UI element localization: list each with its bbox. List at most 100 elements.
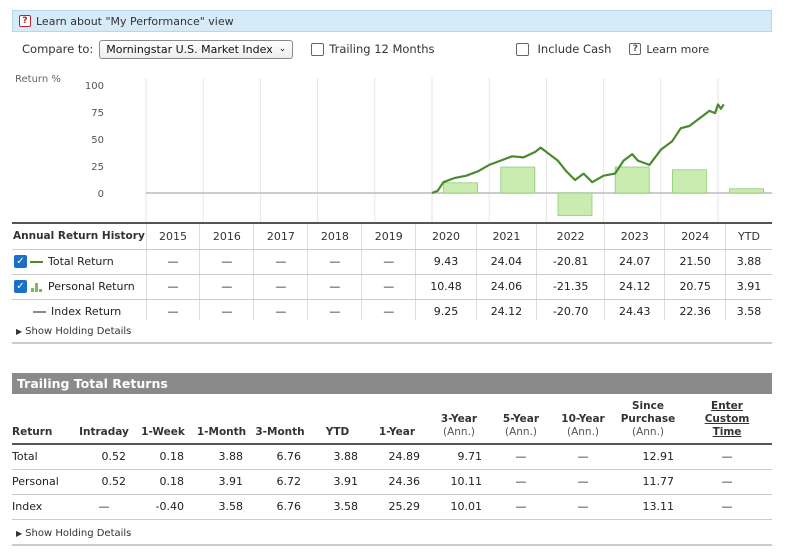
col-1-month: 1-Month bbox=[196, 426, 247, 438]
include-cash-option[interactable]: Include Cash bbox=[515, 42, 611, 56]
year-header: 2019 bbox=[361, 224, 416, 250]
trailing-cell: 3.91 bbox=[309, 469, 366, 495]
trailing-cell: 3.91 bbox=[192, 469, 251, 495]
trailing-row-label: Index bbox=[12, 494, 74, 520]
trailing-cell: — bbox=[552, 469, 614, 495]
col-1-year: 1-Year bbox=[378, 426, 416, 438]
trailing-cell: 9.71 bbox=[428, 444, 490, 470]
year-header: 2024 bbox=[664, 224, 726, 250]
annual-cell: 24.12 bbox=[604, 274, 665, 300]
annual-cell: 20.75 bbox=[664, 274, 726, 300]
year-header: 2017 bbox=[253, 224, 308, 250]
trailing-header-row: Return Intraday 1-Week 1-Month 3-Month Y… bbox=[12, 400, 772, 444]
annual-return-bar bbox=[672, 169, 707, 194]
enter-custom-time-link[interactable]: Enter Custom Time bbox=[704, 400, 750, 438]
trailing-cell: — bbox=[682, 469, 772, 495]
trailing-returns-header: Trailing Total Returns bbox=[12, 373, 772, 394]
trailing-cell: 0.52 bbox=[74, 444, 134, 470]
learn-more-link[interactable]: ? Learn more bbox=[629, 43, 709, 56]
cumulative-return-line bbox=[431, 103, 725, 195]
chevron-down-icon: ⌄ bbox=[278, 44, 287, 54]
col-1-week: 1-Week bbox=[141, 426, 185, 438]
learn-more-text: Learn more bbox=[646, 42, 710, 56]
trailing-12-months-option[interactable]: Trailing 12 Months bbox=[311, 42, 435, 56]
total-return-checkbox[interactable]: ✓ bbox=[14, 255, 27, 269]
trailing-cell: — bbox=[74, 494, 134, 520]
year-header: 2016 bbox=[199, 224, 254, 250]
year-header: 2020 bbox=[415, 224, 477, 250]
show-holding-details-toggle[interactable]: ▶ Show Holding Details bbox=[12, 320, 772, 344]
annual-cell: 24.07 bbox=[604, 249, 665, 275]
triangle-right-icon: ▶ bbox=[16, 528, 23, 538]
compare-select[interactable]: Morningstar U.S. Market Index ⌄ bbox=[99, 39, 294, 59]
trailing-cell: 12.91 bbox=[614, 444, 682, 470]
annual-cell: — bbox=[253, 249, 308, 275]
col-10-year: 10-Year (Ann.) bbox=[561, 413, 605, 438]
trailing-cell: 3.58 bbox=[192, 494, 251, 520]
index-return-label: Index Return bbox=[51, 305, 122, 318]
annual-cell: — bbox=[199, 274, 254, 300]
trailing-cell: — bbox=[552, 494, 614, 520]
learn-about-link[interactable]: Learn about "My Performance" view bbox=[36, 14, 234, 28]
trailing-row-label: Total bbox=[12, 444, 74, 470]
annual-return-bar bbox=[729, 188, 764, 194]
y-tick-label: 25 bbox=[91, 162, 104, 173]
year-header: 2023 bbox=[604, 224, 665, 250]
trailing-cell: 3.88 bbox=[192, 444, 251, 470]
trailing-cell: 11.77 bbox=[614, 469, 682, 495]
y-tick-label: 100 bbox=[85, 81, 104, 92]
annual-cell: — bbox=[199, 249, 254, 275]
performance-chart: 100 75 50 25 0 bbox=[85, 78, 772, 222]
trailing-12-months-checkbox[interactable] bbox=[311, 42, 325, 56]
line-legend-icon bbox=[33, 311, 46, 313]
triangle-right-icon: ▶ bbox=[16, 326, 23, 336]
year-header: 2018 bbox=[307, 224, 362, 250]
include-cash-checkbox[interactable] bbox=[515, 42, 529, 56]
trailing-cell: 24.89 bbox=[366, 444, 428, 470]
col-3-year: 3-Year (Ann.) bbox=[440, 413, 478, 438]
trailing-cell: 0.18 bbox=[134, 444, 192, 470]
trailing-cell: 24.36 bbox=[366, 469, 428, 495]
col-3-month: 3-Month bbox=[255, 426, 305, 438]
trailing-row-label: Personal bbox=[12, 469, 74, 495]
trailing-cell: 13.11 bbox=[614, 494, 682, 520]
trailing-cell: 6.72 bbox=[251, 469, 309, 495]
annual-return-history-heading: Annual Return History bbox=[12, 224, 146, 250]
trailing-12-months-label: Trailing 12 Months bbox=[329, 42, 435, 56]
trailing-cell: — bbox=[552, 444, 614, 470]
learn-about-banner[interactable]: ? Learn about "My Performance" view bbox=[12, 10, 772, 32]
annual-return-bar bbox=[614, 166, 650, 194]
annual-cell: -20.81 bbox=[536, 249, 605, 275]
y-axis-title: Return % bbox=[15, 74, 61, 85]
annual-cell: 24.06 bbox=[475, 274, 537, 300]
annual-cell: — bbox=[145, 249, 200, 275]
col-intraday: Intraday bbox=[79, 426, 129, 438]
trailing-row-index: Index — -0.40 3.58 6.76 3.58 25.29 10.01— —13.11… bbox=[12, 494, 772, 520]
bar-legend-icon bbox=[30, 282, 43, 292]
col-return: Return bbox=[12, 426, 53, 438]
annual-header-row: Annual Return History 2015 2016 2017 201… bbox=[12, 224, 772, 250]
personal-return-checkbox[interactable]: ✓ bbox=[14, 280, 27, 294]
trailing-cell: — bbox=[682, 494, 772, 520]
annual-return-bar bbox=[443, 182, 479, 194]
col-ytd: YTD bbox=[325, 426, 350, 438]
trailing-returns-table: Return Intraday 1-Week 1-Month 3-Month Y… bbox=[12, 400, 772, 520]
show-holding-details-label: Show Holding Details bbox=[25, 325, 132, 337]
trailing-cell: 25.29 bbox=[366, 494, 428, 520]
year-header: 2015 bbox=[145, 224, 200, 250]
trailing-row-personal: Personal 0.52 0.18 3.91 6.72 3.91 24.36 10.11— —… bbox=[12, 469, 772, 495]
show-holding-details-toggle[interactable]: ▶ Show Holding Details bbox=[12, 522, 772, 546]
compare-select-value: Morningstar U.S. Market Index bbox=[106, 42, 273, 56]
trailing-cell: 10.11 bbox=[428, 469, 490, 495]
personal-return-label-cell: ✓ Personal Return bbox=[12, 274, 146, 300]
personal-return-row: ✓ Personal Return — — — — — 10.48 24.06 -… bbox=[12, 274, 772, 300]
year-header: YTD bbox=[724, 224, 772, 250]
trailing-cell: — bbox=[682, 444, 772, 470]
annual-cell: 3.91 bbox=[724, 274, 772, 300]
annual-cell: — bbox=[361, 274, 416, 300]
controls-bar: Compare to: Morningstar U.S. Market Inde… bbox=[22, 38, 772, 60]
show-holding-details-label: Show Holding Details bbox=[25, 527, 132, 539]
trailing-cell: — bbox=[490, 469, 552, 495]
help-icon: ? bbox=[629, 43, 642, 55]
total-return-label: Total Return bbox=[48, 254, 114, 268]
